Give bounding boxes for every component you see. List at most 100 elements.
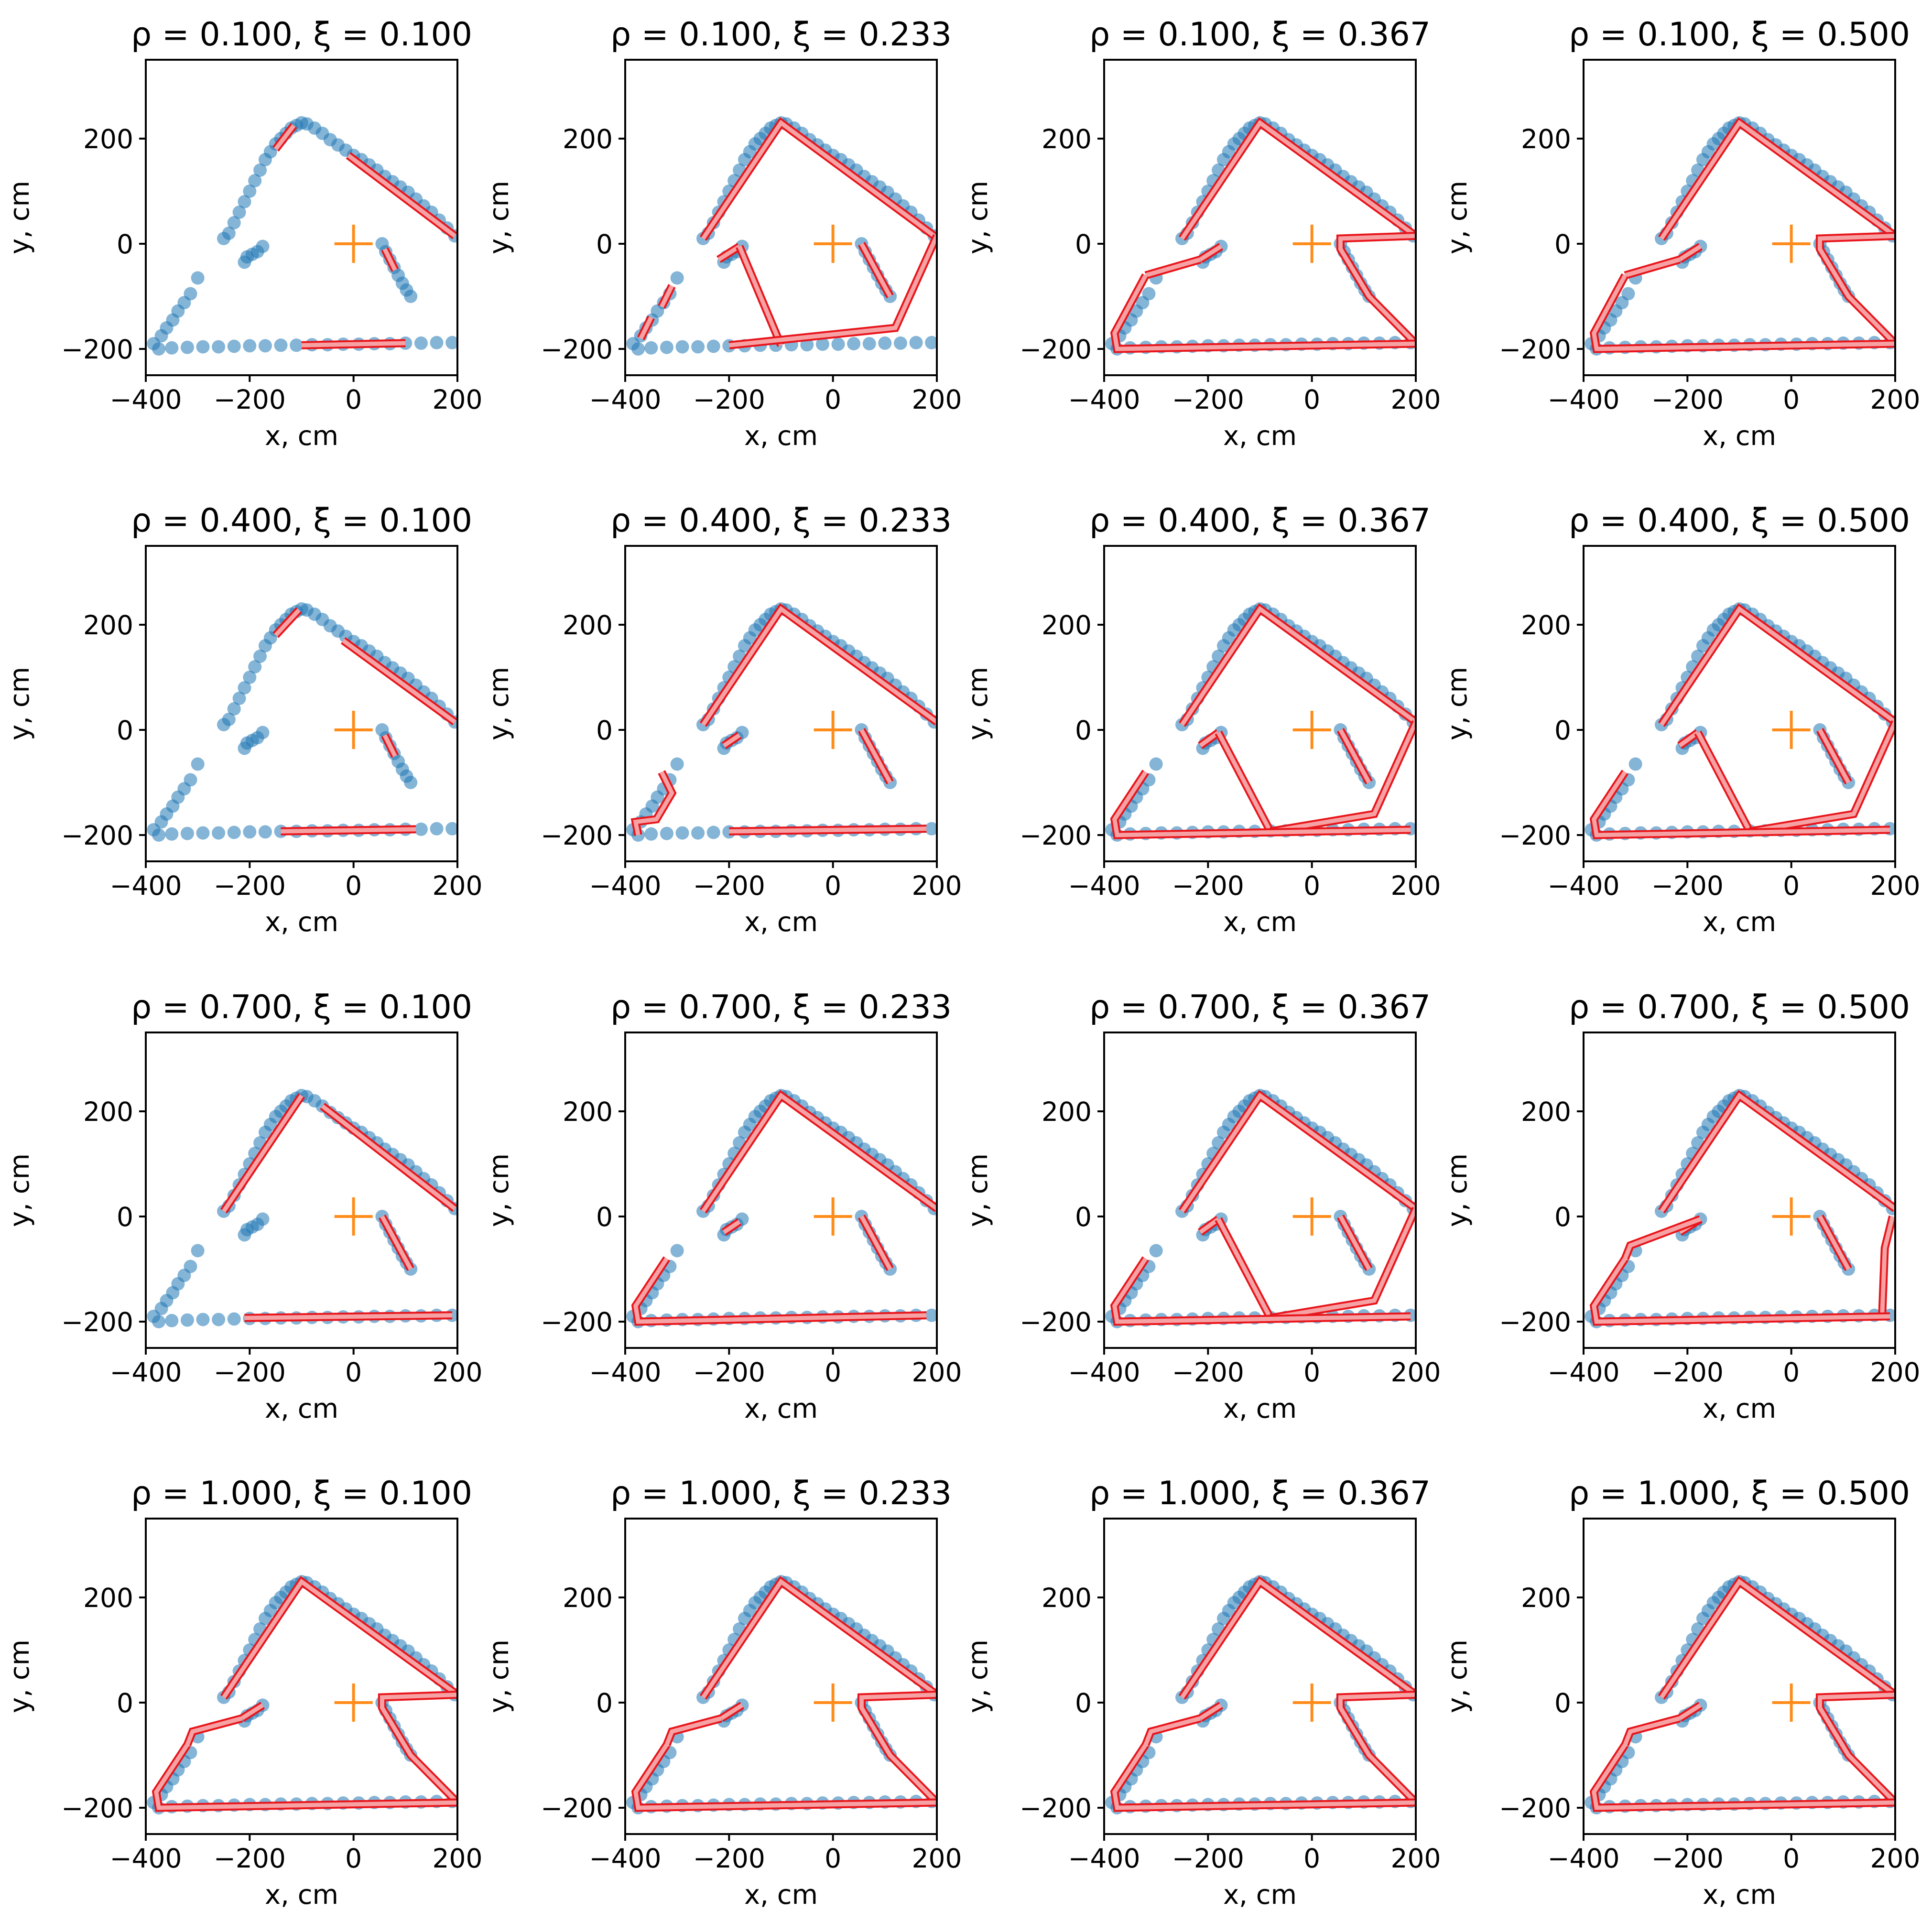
x-tick-label: −400 [109, 1843, 182, 1874]
subplot-r2-c4: −400 −200 0 200 −200 0 200 x, cm y, cm ρ = 0.400,… [1442, 502, 1920, 938]
x-tick-label: −200 [1172, 384, 1244, 415]
x-tick-label: −400 [1547, 384, 1619, 415]
scan-point [180, 1313, 194, 1327]
scan-point [670, 1244, 684, 1258]
fit-line-inner [1592, 274, 1895, 351]
y-axis-label: y, cm [1442, 1640, 1473, 1713]
x-tick-label: 200 [1391, 1357, 1441, 1388]
fit-line-inner [728, 235, 937, 347]
x-tick-label: −400 [1068, 1357, 1140, 1388]
x-tick-label: −400 [1068, 384, 1140, 415]
x-tick-label: −400 [589, 1843, 661, 1874]
y-tick-label: 0 [1554, 229, 1571, 260]
x-axis-label: x, cm [1223, 421, 1297, 452]
fit-line-inner [321, 1104, 456, 1211]
y-tick-label: 200 [563, 610, 613, 641]
fit-line-inner [1145, 257, 1201, 278]
y-axis-label: y, cm [4, 181, 35, 254]
scan-point [248, 660, 262, 673]
scan-point [675, 826, 689, 840]
x-tick-label: 0 [1783, 870, 1800, 901]
y-tick-label: −200 [1020, 820, 1092, 851]
scan-point [248, 174, 262, 187]
scan-point [660, 826, 673, 840]
fit-line-inner [1199, 1703, 1222, 1720]
x-axis-label: x, cm [265, 907, 338, 938]
scan-point [238, 681, 251, 695]
y-tick-label: 0 [1075, 229, 1092, 260]
x-tick-label: −200 [1651, 1843, 1724, 1874]
subplot-title: ρ = 0.700, ξ = 0.367 [1089, 988, 1431, 1026]
fit-line-inner [1660, 119, 1895, 240]
x-tick-label: 200 [433, 1843, 483, 1874]
fit-line-inner [1592, 1743, 1895, 1810]
y-axis-label: y, cm [963, 1640, 994, 1713]
fit-line-inner [380, 1693, 457, 1804]
x-axis-label: x, cm [744, 421, 818, 452]
scan-point [631, 342, 645, 356]
fit-line-inner [274, 608, 301, 637]
subplot-title: ρ = 0.700, ξ = 0.233 [610, 988, 952, 1026]
x-tick-label: 0 [1303, 1357, 1320, 1388]
y-tick-label: −200 [541, 1793, 613, 1824]
fit-line-inner [240, 1703, 264, 1720]
scan-point [404, 776, 418, 789]
y-tick-label: 200 [1042, 1097, 1092, 1127]
axes-frame [1583, 1032, 1896, 1349]
y-tick-label: −200 [541, 334, 613, 365]
axes-frame [624, 1032, 938, 1349]
x-tick-label: −400 [109, 870, 182, 901]
x-tick-label: 0 [345, 1843, 362, 1874]
y-tick-label: 200 [1521, 610, 1571, 641]
y-tick-label: 0 [1075, 715, 1092, 746]
scan-point [878, 336, 892, 350]
scan-point [430, 822, 444, 836]
scan-point [691, 826, 705, 840]
y-tick-label: −200 [1499, 1793, 1571, 1824]
fit-line [1336, 1691, 1416, 1805]
fit-line-inner [1338, 1693, 1416, 1804]
x-tick-label: −400 [1547, 1843, 1619, 1874]
fit-line [1815, 232, 1895, 347]
scan-point [445, 336, 457, 349]
axes-frame [145, 1518, 458, 1835]
scan-point [290, 338, 304, 352]
subplot-r1-c4: −400 −200 0 200 −200 0 200 x, cm y, cm ρ = 0.100,… [1442, 16, 1920, 452]
scan-point [191, 271, 205, 285]
fit-line-inner [859, 728, 892, 784]
fit-line-inner [347, 153, 456, 238]
scan-point [644, 827, 658, 841]
fit-line-inner [1112, 274, 1416, 351]
fit-line-inner [1216, 1218, 1272, 1319]
fit-line-inner [274, 124, 296, 151]
fit-line-inner [1143, 1716, 1201, 1746]
x-tick-label: 0 [345, 1357, 362, 1388]
y-tick-label: −200 [1020, 1793, 1092, 1824]
scan-point [212, 340, 226, 354]
x-tick-label: −200 [1651, 870, 1724, 901]
fit-line-inner [1817, 234, 1895, 346]
fit-line-inner [1338, 1215, 1371, 1270]
y-tick-label: 0 [117, 715, 133, 746]
y-tick-label: 0 [1554, 1202, 1571, 1232]
fit-line-inner [701, 1092, 937, 1213]
fit-line-inner [701, 1578, 937, 1699]
x-tick-label: 0 [1783, 1843, 1800, 1874]
x-tick-label: 200 [1391, 870, 1441, 901]
scan-point [414, 822, 428, 836]
fit-line-inner [1199, 244, 1222, 261]
y-tick-label: −200 [61, 820, 133, 851]
subplot-title: ρ = 1.000, ξ = 0.100 [131, 1475, 472, 1512]
x-axis-label: x, cm [744, 907, 818, 938]
y-axis-label: y, cm [4, 667, 35, 740]
fit-line [1336, 232, 1416, 347]
subplot-r3-c4: −400 −200 0 200 −200 0 200 x, cm y, cm ρ = 0.700,… [1442, 988, 1920, 1424]
fit-line-inner [633, 771, 674, 836]
fit-line-inner [1880, 1216, 1895, 1314]
scan-point [196, 1313, 210, 1326]
plot-area [1105, 1575, 1416, 1814]
x-tick-label: −400 [1547, 870, 1619, 901]
subplot-title: ρ = 0.400, ξ = 0.233 [610, 502, 952, 540]
scan-point [152, 342, 166, 356]
scan-point [180, 340, 194, 354]
